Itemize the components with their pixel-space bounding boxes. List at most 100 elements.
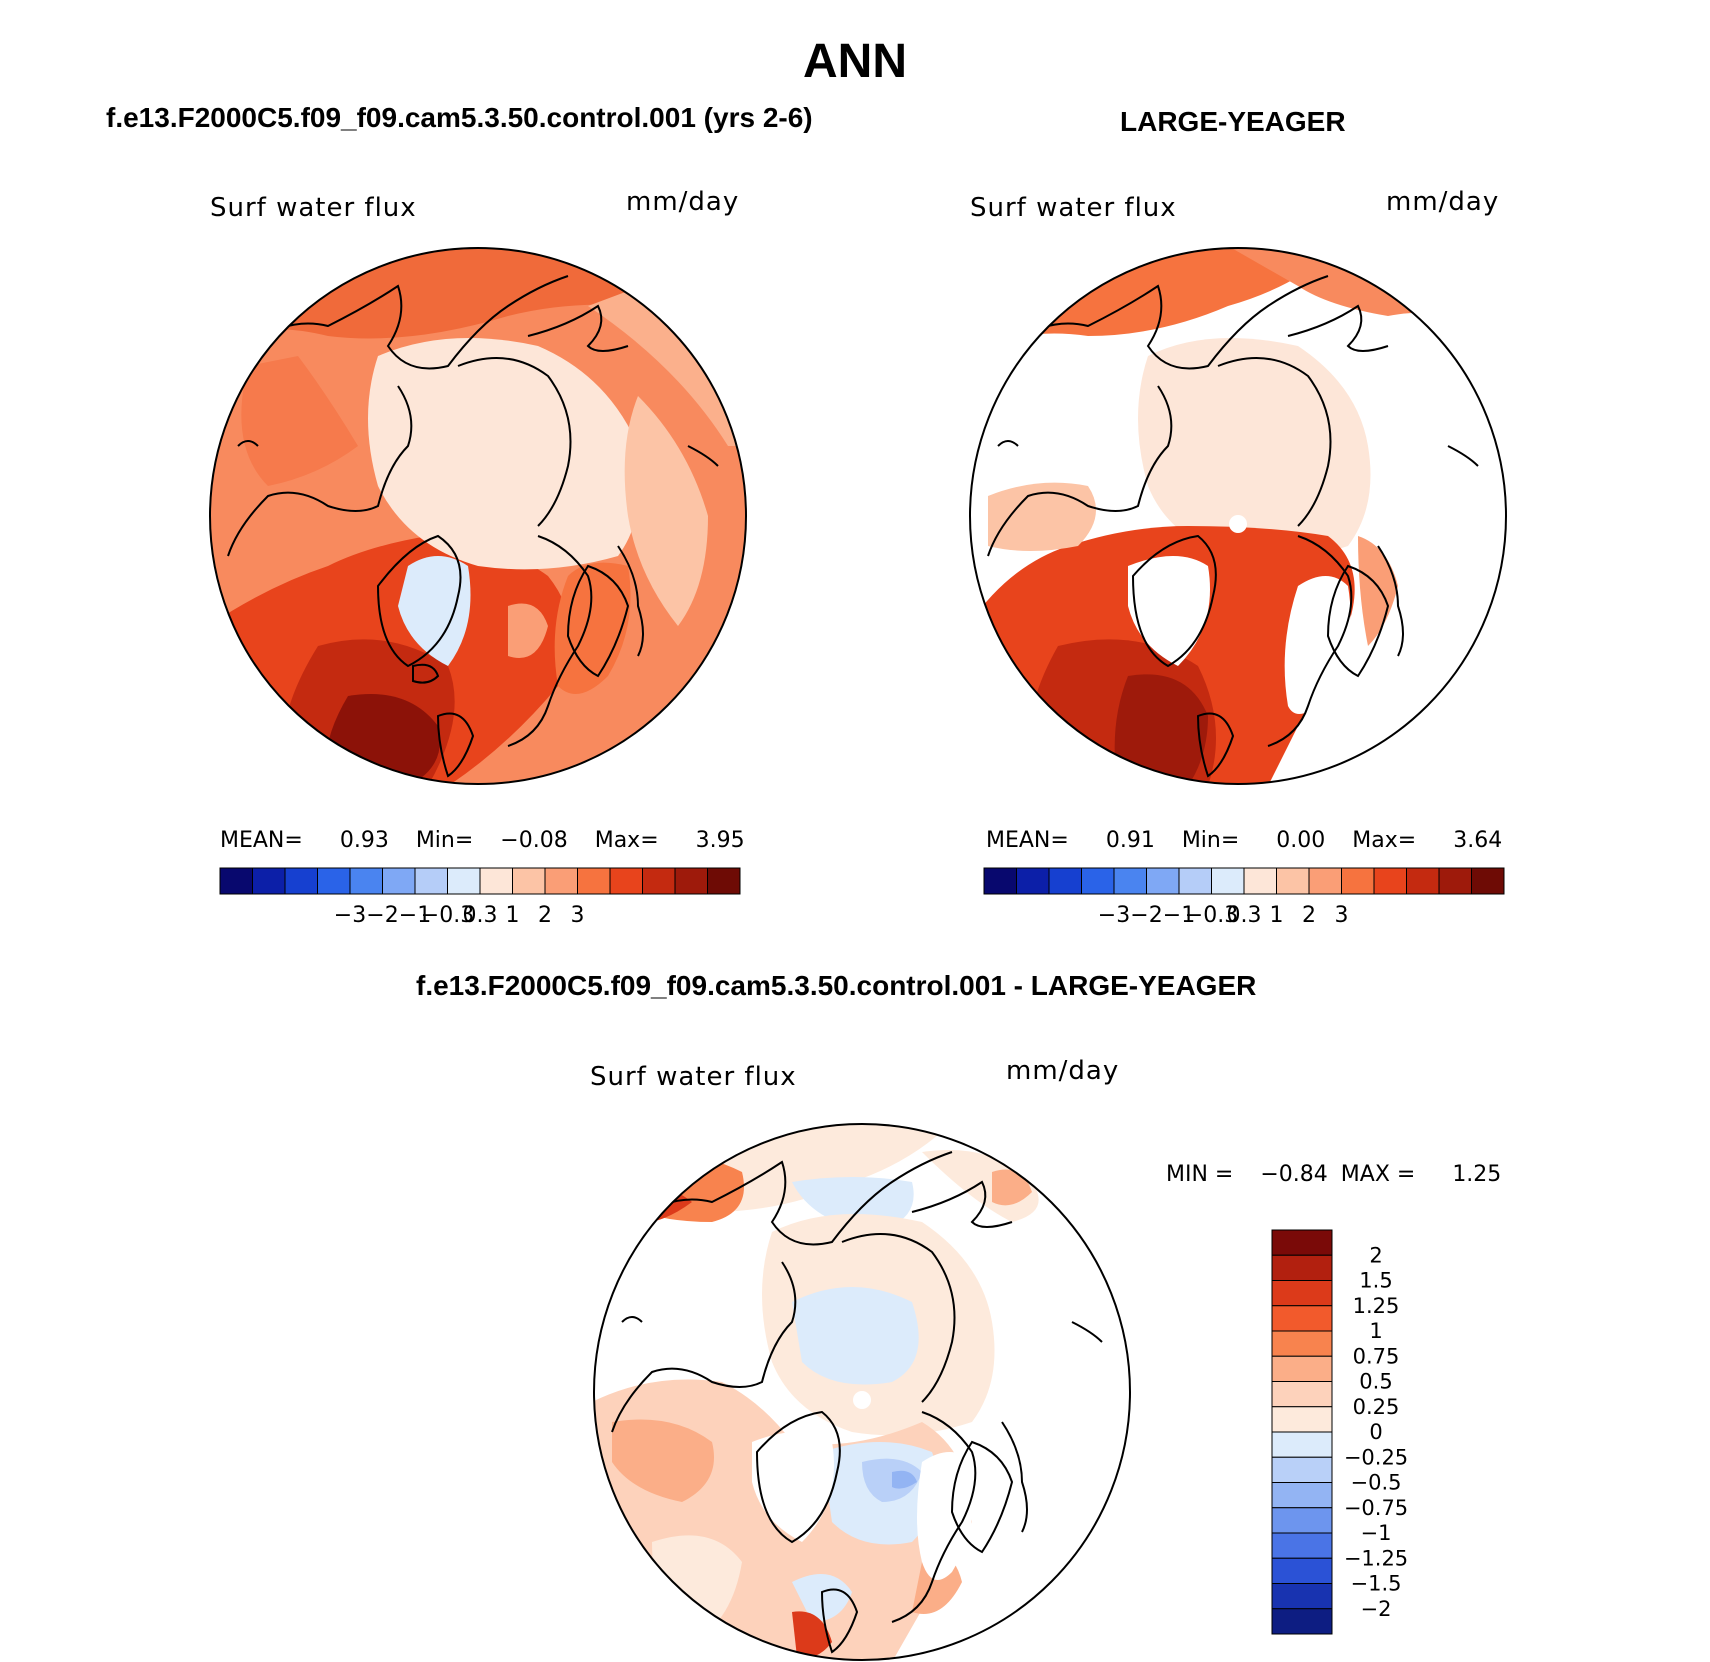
left-colorbar-swatch xyxy=(642,867,676,895)
diff-variable-label: Surf water flux xyxy=(590,1062,797,1092)
left-colorbar-swatch xyxy=(577,867,611,895)
diff-colorbar-swatch xyxy=(1271,1431,1333,1458)
left-colorbar-swatch xyxy=(349,867,383,895)
diff-colorbar-tick-label: −1.5 xyxy=(1351,1572,1402,1596)
right-colorbar-swatch xyxy=(1016,867,1050,895)
right-colorbar-swatch xyxy=(983,867,1017,895)
right-colorbar-swatch xyxy=(1373,867,1407,895)
diff-colorbar-swatch xyxy=(1271,1507,1333,1534)
right-colorbar-swatch xyxy=(1081,867,1115,895)
right-polar-map xyxy=(969,247,1507,785)
right-variable-label: Surf water flux xyxy=(970,193,1177,223)
left-colorbar-tick-label: 3 xyxy=(571,903,585,928)
diff-colorbar-tick-label: −2 xyxy=(1361,1597,1392,1621)
right-mean-label: MEAN= xyxy=(986,828,1069,853)
left-colorbar-tick-label: 2 xyxy=(538,903,552,928)
right-min-label: Min= xyxy=(1181,828,1240,853)
right-max-label: Max= xyxy=(1352,828,1417,853)
right-colorbar-swatch xyxy=(1308,867,1342,895)
diff-stats: MIN = −0.84 MAX = 1.25 xyxy=(1166,1162,1501,1187)
left-colorbar-swatch xyxy=(382,867,416,895)
left-colorbar-tick-label: −0.3 xyxy=(421,903,474,928)
diff-colorbar-tick-label: −1 xyxy=(1361,1521,1392,1545)
diff-colorbar-tick-label: −0.75 xyxy=(1344,1496,1408,1520)
right-colorbar-tick-label: 1 xyxy=(1270,903,1284,928)
right-case-title: LARGE-YEAGER xyxy=(1120,106,1346,137)
diff-colorbar-tick-label: 0 xyxy=(1369,1420,1382,1444)
left-colorbar-tick-label: 1 xyxy=(506,903,520,928)
diff-colorbar-swatch xyxy=(1271,1406,1333,1433)
diff-colorbar-swatch xyxy=(1271,1305,1333,1332)
diff-colorbar: 21.51.2510.750.50.250−0.25−0.5−0.75−1−1.… xyxy=(1271,1229,1408,1635)
diff-colorbar-swatch xyxy=(1271,1482,1333,1509)
right-colorbar-tick-label: −0.3 xyxy=(1185,903,1238,928)
diff-colorbar-tick-label: −0.5 xyxy=(1351,1471,1402,1495)
diff-colorbar-tick-label: 1.5 xyxy=(1359,1269,1392,1293)
left-colorbar-tick-label: −2 xyxy=(366,903,398,928)
right-colorbar-tick-label: −3 xyxy=(1098,903,1130,928)
left-colorbar-swatch xyxy=(544,867,578,895)
diff-colorbar-tick-label: 1 xyxy=(1369,1319,1382,1343)
left-colorbar-swatch xyxy=(674,867,708,895)
right-mean-value: 0.91 xyxy=(1105,828,1155,853)
right-colorbar-tick-label: −1 xyxy=(1163,903,1195,928)
left-mean-label: MEAN= xyxy=(220,828,303,853)
diff-colorbar-swatch xyxy=(1271,1330,1333,1357)
left-polar-map xyxy=(209,247,747,785)
left-case-title: f.e13.F2000C5.f09_f09.cam5.3.50.control.… xyxy=(106,102,813,133)
diff-colorbar-tick-label: 2 xyxy=(1369,1243,1382,1267)
right-colorbar-swatch xyxy=(1471,867,1505,895)
right-colorbar-swatch xyxy=(1341,867,1375,895)
page-title: ANN xyxy=(803,35,907,88)
diff-colorbar-tick-label: 1.25 xyxy=(1353,1294,1400,1318)
diff-colorbar-swatch xyxy=(1271,1280,1333,1307)
right-colorbar-swatch xyxy=(1178,867,1212,895)
left-units-label: mm/day xyxy=(626,187,740,217)
right-colorbar-swatch xyxy=(1113,867,1147,895)
right-max-value: 3.64 xyxy=(1453,828,1503,853)
diff-colorbar-tick-label: −1.25 xyxy=(1344,1546,1408,1570)
diff-colorbar-swatch xyxy=(1271,1532,1333,1559)
left-max-label: Max= xyxy=(594,828,659,853)
right-colorbar-tick-label: 2 xyxy=(1302,903,1316,928)
left-colorbar-swatch xyxy=(512,867,546,895)
diff-colorbar-swatch xyxy=(1271,1608,1333,1635)
right-colorbar-swatch xyxy=(1243,867,1277,895)
diff-max-value: 1.25 xyxy=(1452,1162,1502,1187)
diff-colorbar-swatch xyxy=(1271,1583,1333,1610)
diff-colorbar-tick-label: 0.25 xyxy=(1353,1395,1400,1419)
right-colorbar-tick-label: 3 xyxy=(1335,903,1349,928)
diff-colorbar-swatch xyxy=(1271,1355,1333,1382)
left-min-value: −0.08 xyxy=(500,828,568,853)
right-colorbar-swatch xyxy=(1438,867,1472,895)
left-colorbar-swatch xyxy=(447,867,481,895)
diff-min-value: −0.84 xyxy=(1260,1162,1328,1187)
right-colorbar-swatch xyxy=(1276,867,1310,895)
left-stats: MEAN= 0.93 Min= −0.08 Max= 3.95 xyxy=(220,828,745,853)
diff-title: f.e13.F2000C5.f09_f09.cam5.3.50.control.… xyxy=(416,970,1257,1001)
right-colorbar-swatch xyxy=(1211,867,1245,895)
left-max-value: 3.95 xyxy=(695,828,745,853)
right-colorbar-swatch xyxy=(1048,867,1082,895)
left-colorbar-swatch xyxy=(609,867,643,895)
left-colorbar-tick-label: −3 xyxy=(334,903,366,928)
diff-colorbar-tick-label: 0.5 xyxy=(1359,1370,1392,1394)
diff-colorbar-tick-label: −0.25 xyxy=(1344,1445,1408,1469)
diff-colorbar-swatch xyxy=(1271,1229,1333,1256)
left-colorbar-swatch xyxy=(414,867,448,895)
left-colorbar-swatch xyxy=(707,867,741,895)
left-colorbar: −3 −2 −1−0.30.3 1 2 3 xyxy=(219,867,741,928)
diff-units-label: mm/day xyxy=(1006,1056,1120,1086)
right-colorbar: −3 −2 −1−0.30.3 1 2 3 xyxy=(983,867,1505,928)
diff-max-label: MAX = xyxy=(1340,1162,1416,1187)
left-min-label: Min= xyxy=(415,828,474,853)
left-colorbar-tick-label: −1 xyxy=(399,903,431,928)
left-colorbar-swatch xyxy=(317,867,351,895)
right-colorbar-tick-label: −2 xyxy=(1130,903,1162,928)
left-colorbar-swatch xyxy=(219,867,253,895)
right-units-label: mm/day xyxy=(1386,187,1500,217)
left-colorbar-swatch xyxy=(252,867,286,895)
left-variable-label: Surf water flux xyxy=(210,193,417,223)
diff-colorbar-swatch xyxy=(1271,1557,1333,1584)
diff-colorbar-swatch xyxy=(1271,1381,1333,1408)
